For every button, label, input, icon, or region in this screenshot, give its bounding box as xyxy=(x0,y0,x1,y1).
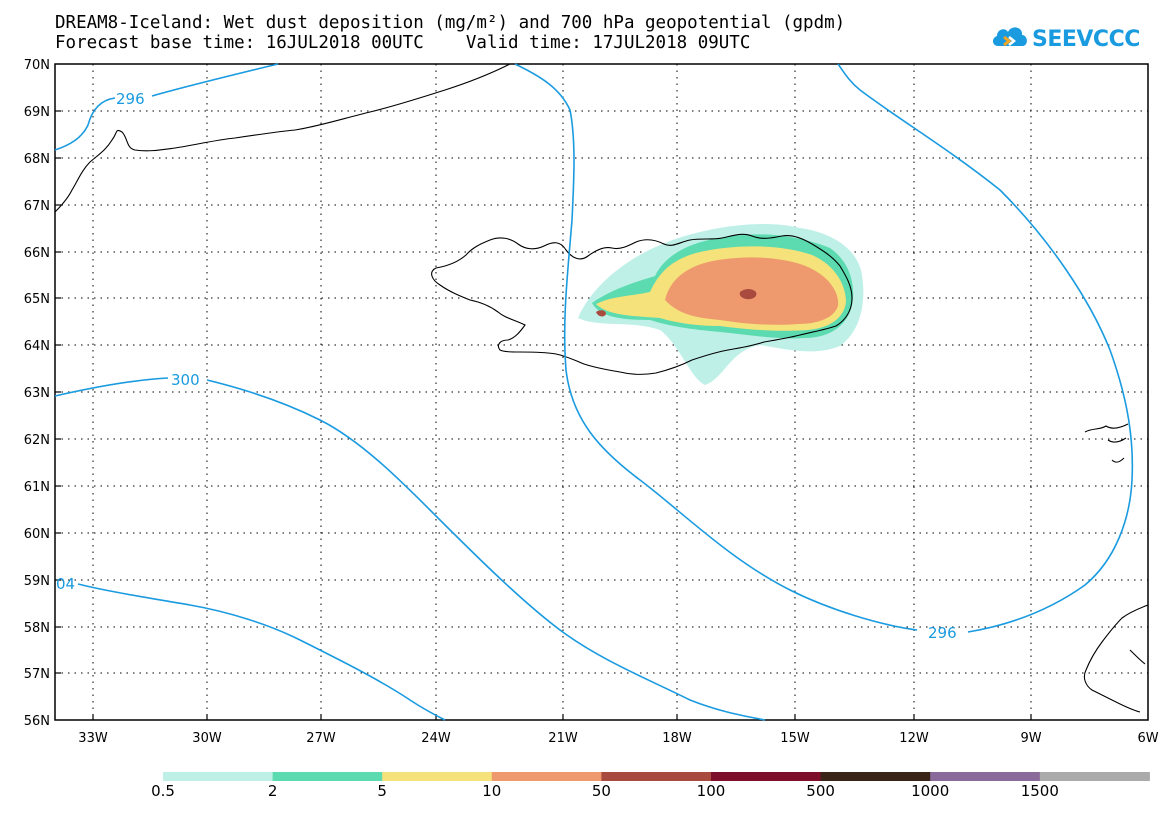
colorbar-segment xyxy=(601,772,712,781)
lon-label: 18W xyxy=(662,731,692,746)
colorbar-segment xyxy=(711,772,822,781)
colorbar-label: 1500 xyxy=(1020,782,1059,800)
logo-text: SEEVCCC xyxy=(1032,27,1140,52)
lat-label: 62N xyxy=(24,433,50,448)
chart-title-line-1: DREAM8-Iceland: Wet dust deposition (mg/… xyxy=(55,13,846,33)
lon-label: 6W xyxy=(1137,731,1158,746)
contour-296-nw xyxy=(54,63,279,151)
lat-label: 65N xyxy=(24,292,50,307)
chart-title-line-2: Forecast base time: 16JUL2018 00UTC Vali… xyxy=(55,33,751,53)
colorbar-label: 500 xyxy=(806,782,835,800)
colorbar xyxy=(163,772,1150,781)
lat-label: 69N xyxy=(24,105,50,120)
colorbar-segment xyxy=(491,772,602,781)
colorbar-label: 0.5 xyxy=(151,782,175,800)
colorbar-label: 100 xyxy=(696,782,726,800)
latitude-labels: 70N 69N 68N 67N 66N 65N 64N 63N 62N 61N … xyxy=(24,58,50,729)
contour-300 xyxy=(54,377,766,721)
lon-label: 33W xyxy=(78,731,108,746)
colorbar-label: 5 xyxy=(377,782,387,800)
colorbar-segment xyxy=(382,772,493,781)
greenland-coast xyxy=(54,63,511,213)
contour-304 xyxy=(77,583,446,721)
lat-label: 68N xyxy=(24,152,50,167)
colorbar-segment xyxy=(272,772,383,781)
deposition-50-100-small xyxy=(596,310,606,317)
coastlines xyxy=(54,63,1149,713)
lat-label: 66N xyxy=(24,246,50,261)
colorbar-segment xyxy=(1039,772,1150,781)
lat-label: 60N xyxy=(24,527,50,542)
lon-label: 12W xyxy=(899,731,929,746)
colorbar-segment xyxy=(820,772,931,781)
deposition-50-100 xyxy=(739,289,757,300)
colorbar-label: 10 xyxy=(482,782,502,800)
lat-label: 70N xyxy=(24,58,50,73)
colorbar-label: 2 xyxy=(267,782,278,800)
graticule xyxy=(55,64,1148,720)
contour-296-main xyxy=(514,63,1134,633)
lat-label: 64N xyxy=(24,339,50,354)
colorbar-label: 50 xyxy=(591,782,611,800)
geopotential-contours xyxy=(54,63,1134,721)
lat-label: 56N xyxy=(24,714,50,729)
seevccc-logo: SEEVCCC xyxy=(990,20,1150,60)
lon-label: 21W xyxy=(548,731,578,746)
colorbar-label: 1000 xyxy=(911,782,950,800)
contour-label: 296 xyxy=(116,90,145,108)
lat-label: 61N xyxy=(24,480,50,495)
colorbar-segment xyxy=(163,772,274,781)
lat-label: 63N xyxy=(24,386,50,401)
cloud-logo-icon xyxy=(992,27,1027,47)
contour-label: 04 xyxy=(56,575,75,593)
colorbar-segment xyxy=(930,772,1041,781)
lon-label: 30W xyxy=(192,731,222,746)
lat-label: 58N xyxy=(24,621,50,636)
scotland-coast xyxy=(1083,604,1149,713)
axis-ticks xyxy=(55,110,1032,720)
dust-deposition-field xyxy=(578,224,864,385)
lon-label: 9W xyxy=(1020,731,1041,746)
longitude-labels: 33W 30W 27W 24W 21W 18W 15W 12W 9W 6W xyxy=(78,731,1158,746)
contour-labels: 296 300 296 04 xyxy=(56,90,957,642)
contour-label: 296 xyxy=(928,624,957,642)
lon-label: 27W xyxy=(306,731,336,746)
lon-label: 24W xyxy=(421,731,451,746)
lat-label: 57N xyxy=(24,667,50,682)
lon-label: 15W xyxy=(780,731,810,746)
lat-label: 59N xyxy=(24,574,50,589)
lat-label: 67N xyxy=(24,199,50,214)
contour-label: 300 xyxy=(171,371,200,389)
faroe-islands xyxy=(1084,423,1129,463)
iceland-coast xyxy=(431,233,853,375)
